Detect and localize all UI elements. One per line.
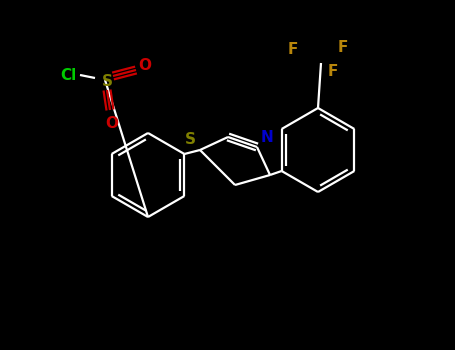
Text: Cl: Cl	[60, 68, 76, 83]
Text: F: F	[338, 40, 348, 55]
Text: O: O	[106, 117, 118, 132]
Text: O: O	[138, 58, 152, 74]
Text: N: N	[261, 130, 273, 145]
Text: S: S	[184, 133, 196, 147]
Text: S: S	[101, 75, 112, 90]
Text: F: F	[328, 63, 338, 78]
Text: F: F	[288, 42, 298, 56]
